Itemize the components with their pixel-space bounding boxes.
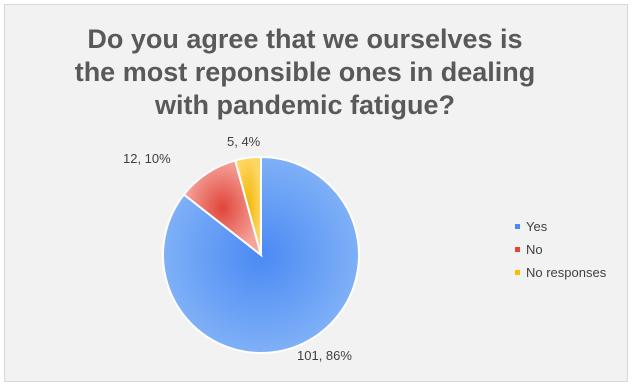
data-label-no: 12, 10% xyxy=(123,151,171,166)
legend-item-no: No xyxy=(515,238,606,261)
pie-chart: 101, 86% 12, 10% 5, 4% xyxy=(123,134,360,363)
data-label-yes: 101, 86% xyxy=(297,348,352,363)
legend-label: No xyxy=(526,242,543,257)
legend-swatch xyxy=(515,270,520,275)
chart-legend: Yes No No responses xyxy=(515,215,606,284)
legend-swatch xyxy=(515,224,520,229)
chart-frame: Do you agree that we ourselves is the mo… xyxy=(4,4,628,382)
pie-slice-yes xyxy=(162,155,360,354)
legend-item-yes: Yes xyxy=(515,215,606,238)
pie-slice-no-responses xyxy=(233,155,262,256)
legend-label: No responses xyxy=(526,265,607,280)
legend-item-no-responses: No responses xyxy=(515,261,606,284)
legend-swatch xyxy=(515,247,520,252)
data-label-no-responses: 5, 4% xyxy=(227,134,261,149)
chart-title: Do you agree that we ourselves is the mo… xyxy=(74,24,536,120)
legend-label: Yes xyxy=(526,219,548,234)
